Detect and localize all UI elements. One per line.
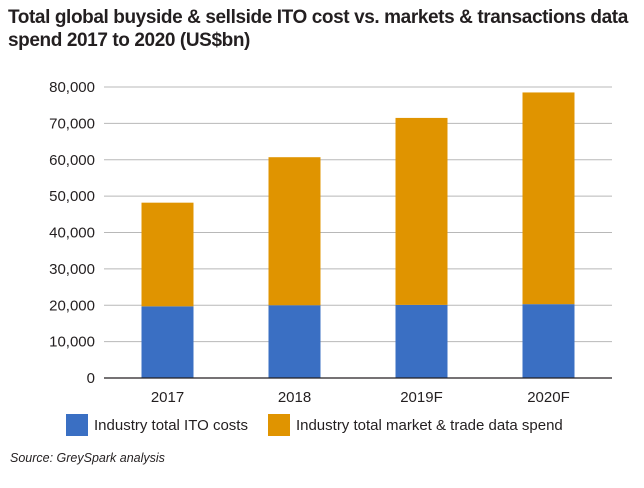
bar-segment-ito-costs [395, 304, 448, 378]
chart-title: Total global buyside & sellside ITO cost… [8, 6, 638, 52]
bar-segment-ito-costs [522, 304, 575, 378]
y-tick-label: 30,000 [49, 261, 95, 278]
x-tick-label: 2017 [151, 389, 184, 406]
y-tick-label: 0 [87, 370, 95, 387]
y-tick-label: 50,000 [49, 188, 95, 205]
x-tick-label: 2019F [400, 389, 443, 406]
bar-segment-ito-costs [141, 306, 194, 378]
chart-title-line-2: spend 2017 to 2020 (US$bn) [8, 30, 250, 51]
legend-item-ito: Industry total ITO costs [66, 414, 248, 436]
x-tick-label: 2018 [278, 389, 311, 406]
legend-swatch-ito [66, 414, 88, 436]
source-note: Source: GreySpark analysis [10, 451, 165, 465]
x-axis: 2017 2018 2019F 2020F [104, 377, 612, 406]
bar-segment-ito-costs [268, 305, 321, 378]
legend-label-market-data: Industry total market & trade data spend [295, 416, 563, 434]
bars [141, 92, 575, 378]
legend: Industry total ITO costs Industry total … [66, 414, 583, 436]
bar-segment-market-data [522, 92, 575, 305]
legend-swatch-market-data [267, 414, 290, 436]
bar-segment-market-data [395, 117, 448, 305]
y-axis: 0 10,000 20,000 30,000 40,000 50,000 60,000 70,… [49, 79, 95, 387]
stacked-bar-chart: 0 10,000 20,000 30,000 40,000 50,000 60,000 70,… [49, 79, 612, 406]
x-tick-label: 2020F [527, 389, 570, 406]
legend-label-ito: Industry total ITO costs [94, 416, 248, 434]
y-tick-label: 10,000 [49, 334, 95, 351]
chart-title-line-1: Total global buyside & sellside ITO cost… [8, 7, 628, 28]
bar-segment-market-data [268, 157, 321, 306]
y-tick-label: 40,000 [49, 225, 95, 242]
y-tick-label: 20,000 [49, 297, 95, 314]
y-tick-label: 80,000 [49, 79, 95, 96]
bar-segment-market-data [141, 202, 194, 307]
y-tick-label: 60,000 [49, 152, 95, 169]
legend-item-market-data: Industry total market & trade data spend [267, 414, 563, 436]
y-tick-label: 70,000 [49, 115, 95, 132]
